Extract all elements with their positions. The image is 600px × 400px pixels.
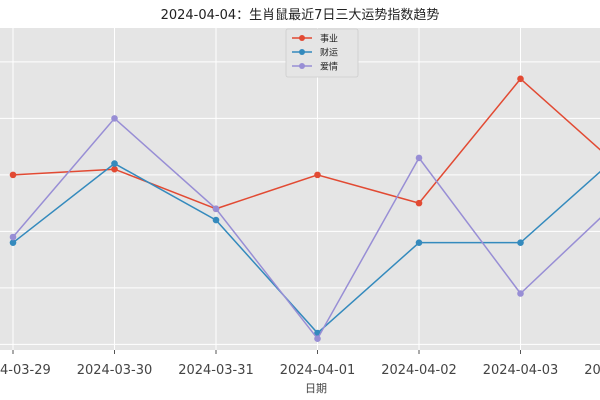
data-point [415,199,423,207]
data-point [314,335,321,343]
data-point [212,205,220,213]
legend-entry: 事业 [292,33,338,45]
data-point [111,160,118,167]
legend-entry: 财运 [292,47,338,59]
data-point [111,115,118,122]
x-tick-label: 2024-03-31 [178,363,254,378]
data-point [517,290,524,297]
data-point [415,239,423,246]
legend-marker [299,49,305,55]
data-point [9,171,17,179]
x-tick-label: 2024-04-02 [381,363,457,378]
data-point [517,239,524,246]
series-3 [9,115,600,343]
series-1 [9,75,600,213]
plot-background [0,28,600,350]
legend-marker [299,63,305,69]
data-point [212,216,220,224]
data-point [314,171,321,179]
x-tick-label: 2024-04-03 [483,363,559,378]
data-point [111,165,118,173]
legend-entry: 爱情 [292,61,338,73]
data-point [9,239,17,246]
legend-marker [299,35,305,41]
legend-label: 财运 [320,47,338,59]
grid [0,28,600,350]
legend-label: 事业 [320,33,338,45]
legend-label: 爱情 [320,61,338,73]
x-tick-label: 2024-04-04 [584,363,600,378]
x-tick-label: 2024-04-01 [280,363,356,378]
x-tick-label: 2024-03-30 [77,363,153,378]
x-tick-labels: 2024-03-29 2024-03-30 2024-03-31 2024-04-01… [0,350,600,378]
x-axis-label: 日期 [305,382,327,395]
data-point [517,75,524,83]
chart-title: 2024-04-04：生肖鼠最近7日三大运势指数趋势 [161,7,440,23]
x-tick-label: 2024-03-29 [0,363,51,378]
data-point [9,233,17,241]
data-point [415,154,423,162]
series-group [9,75,600,343]
